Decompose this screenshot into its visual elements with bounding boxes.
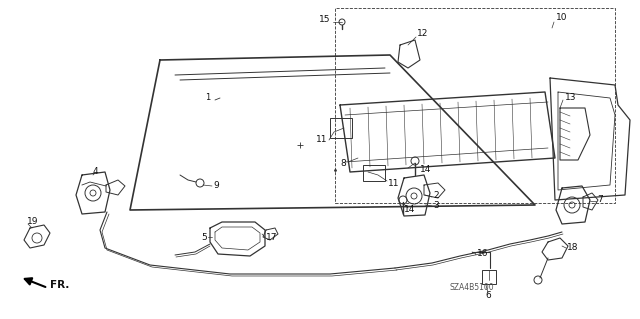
Text: 12: 12 (417, 29, 428, 39)
Text: 9: 9 (213, 181, 219, 189)
Text: 14: 14 (404, 205, 415, 214)
Text: 1: 1 (205, 93, 210, 101)
Text: 13: 13 (565, 93, 577, 101)
Text: 10: 10 (556, 13, 568, 23)
Text: 7: 7 (597, 196, 603, 204)
Text: FR.: FR. (50, 280, 69, 290)
Text: 17: 17 (266, 233, 278, 241)
Text: 15: 15 (319, 16, 330, 25)
Bar (335, 8, 615, 203)
Text: 11: 11 (388, 179, 399, 188)
Text: 4: 4 (92, 167, 98, 175)
Text: 16: 16 (477, 249, 488, 258)
Text: 14: 14 (420, 166, 431, 174)
Bar (363, 165, 385, 181)
Bar (482, 270, 496, 284)
Text: 6: 6 (485, 291, 491, 300)
Text: 2: 2 (433, 191, 438, 201)
Text: 3: 3 (433, 201, 439, 210)
Bar (330, 118, 352, 138)
Text: 11: 11 (316, 136, 327, 145)
Text: 19: 19 (27, 218, 38, 226)
Text: 8: 8 (340, 159, 346, 167)
Text: SZA4B5100: SZA4B5100 (450, 284, 495, 293)
Text: 18: 18 (567, 242, 579, 251)
Text: 5: 5 (201, 233, 207, 241)
